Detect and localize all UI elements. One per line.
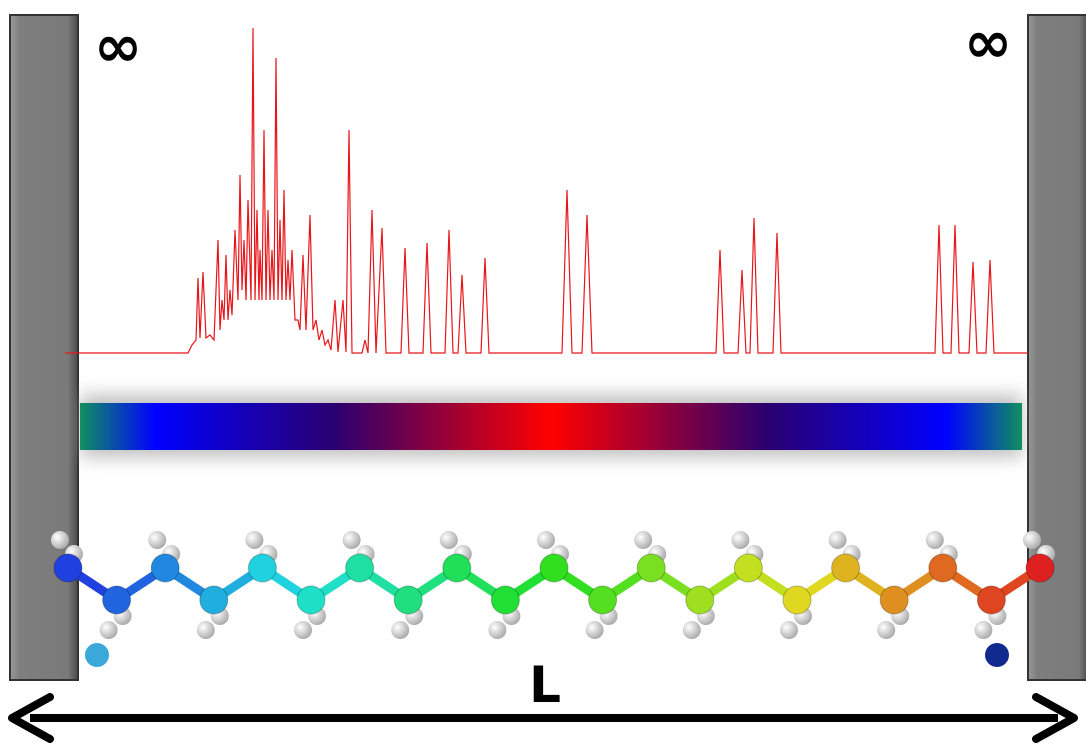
molecule [51,531,1055,667]
atom [247,553,277,583]
hydrogen [634,531,653,549]
hydrogen [925,531,944,549]
atom [879,585,909,615]
atom [976,585,1006,615]
atom [928,553,958,583]
atom [393,585,423,615]
hydrogen [439,531,458,549]
atom [733,553,763,583]
atom [102,585,132,615]
arrow-heads [8,693,1078,743]
atom [831,553,861,583]
spectrum [65,27,1028,354]
hydrogen [974,621,993,639]
hydrogen [488,621,507,639]
atom [345,553,375,583]
hydrogen [196,621,215,639]
hydrogen [682,621,701,639]
hydrogen [245,531,264,549]
hydrogen [731,531,750,549]
hydrogen [342,531,361,549]
hydrogen [148,531,167,549]
atom [588,585,618,615]
atom [782,585,812,615]
hydrogen [877,621,896,639]
end-atom [985,643,1009,667]
hydrogen [391,621,410,639]
hydrogen [51,531,69,549]
hydrogen [294,621,312,639]
atom [53,553,83,583]
hydrogen [537,531,555,549]
length-label: L [529,656,561,714]
hydrogen [585,621,604,639]
atom [199,585,229,615]
atom [685,585,715,615]
atom [296,585,326,615]
atom [539,553,569,583]
hydrogen [828,531,847,549]
color-band [80,403,1022,450]
hydrogen [99,621,118,639]
atom [490,585,520,615]
atom [1025,553,1055,583]
hydrogen [1023,531,1041,549]
hydrogen [780,621,798,639]
atom [636,553,666,583]
atom [442,553,472,583]
atom [150,553,180,583]
left-infinity: ∞ [94,12,142,80]
right-infinity: ∞ [964,8,1012,76]
end-atom [85,643,109,667]
